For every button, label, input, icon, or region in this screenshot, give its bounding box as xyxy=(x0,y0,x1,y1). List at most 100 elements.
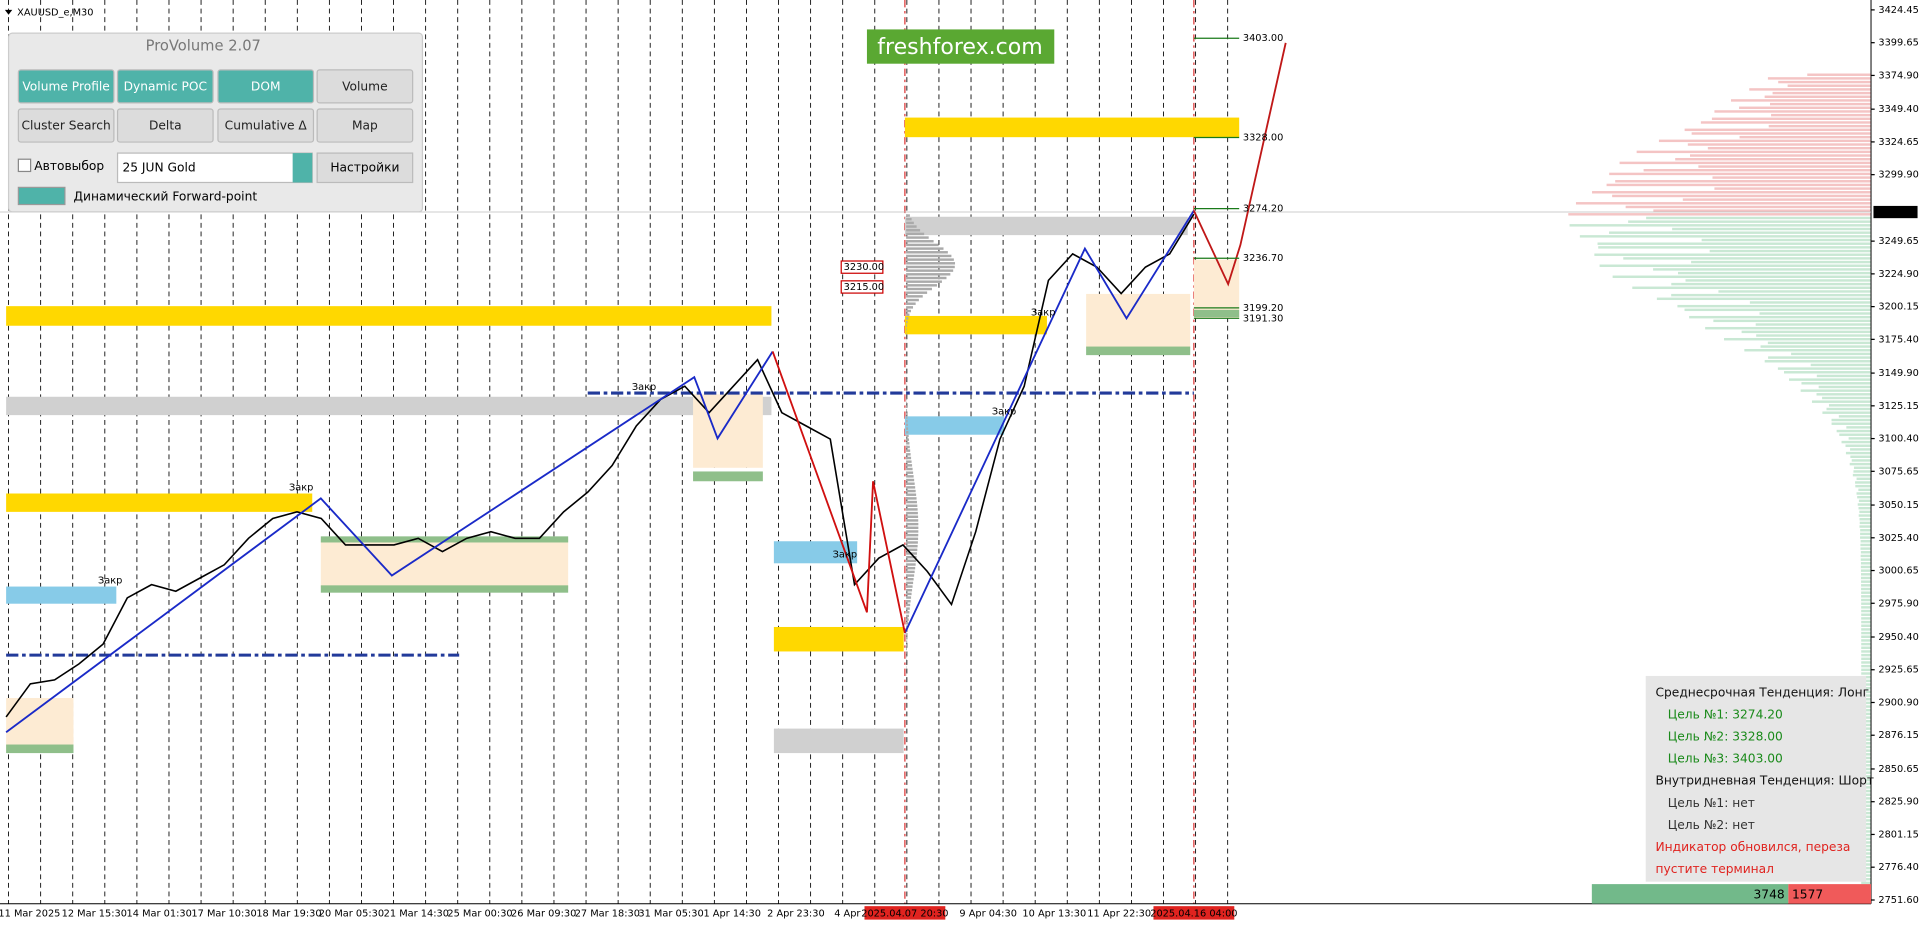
x-tick-label: 10 Apr 13:30 xyxy=(1022,909,1086,920)
local-profile xyxy=(906,280,942,283)
button-label[interactable]: Cumulative Δ xyxy=(225,119,308,133)
y-tick-label: 2975.90 xyxy=(1878,598,1918,609)
profile-bar xyxy=(1846,426,1872,429)
profile-bar xyxy=(1861,617,1872,620)
local-profile xyxy=(906,291,928,294)
button-label[interactable]: Volume Profile xyxy=(22,79,109,93)
profile-bar xyxy=(1609,172,1872,176)
panel-button[interactable] xyxy=(17,108,115,143)
profile-bar xyxy=(1861,639,1872,642)
panel-button[interactable] xyxy=(316,69,414,104)
profile-bar xyxy=(1675,157,1872,161)
local-profile xyxy=(906,589,913,592)
profile-bar xyxy=(1839,433,1872,436)
profile-bar xyxy=(1853,470,1872,473)
profile-bar xyxy=(1807,73,1872,76)
settings-label[interactable]: Настройки xyxy=(330,160,399,174)
profile-bar xyxy=(1597,242,1872,245)
profile-bar xyxy=(1861,620,1872,624)
close-mark: Закр xyxy=(992,406,1016,417)
zone xyxy=(773,728,904,754)
profile-bar xyxy=(1691,132,1872,135)
y-tick-label: 3324.65 xyxy=(1878,137,1918,148)
x-tick-label: 11 Mar 2025 xyxy=(0,909,60,920)
profile-bar xyxy=(1861,584,1872,587)
panel-button[interactable] xyxy=(116,69,214,104)
local-profile xyxy=(906,500,917,504)
profile-bar xyxy=(1859,525,1872,528)
profile-bar xyxy=(1623,257,1872,260)
profile-bar xyxy=(1764,95,1872,98)
profile-bar xyxy=(1789,378,1872,381)
local-profile xyxy=(906,254,952,258)
zigzag xyxy=(5,350,774,734)
panel-button[interactable] xyxy=(17,69,115,104)
local-profile xyxy=(906,273,951,276)
info-line: Среднесрочная Тенденция: Лонг xyxy=(1656,686,1870,700)
symbol: XAUUSD_e,M30 xyxy=(17,7,93,18)
profile-bar xyxy=(1858,514,1872,517)
profile-bar xyxy=(1714,110,1872,113)
profile-bar xyxy=(1855,484,1872,488)
panel-button[interactable] xyxy=(316,108,414,143)
zone xyxy=(1086,293,1191,348)
toggle[interactable] xyxy=(17,186,66,206)
local-profile xyxy=(906,515,919,518)
settings-button[interactable] xyxy=(316,152,414,184)
local-profile xyxy=(906,232,925,236)
profile-bar xyxy=(1714,187,1872,190)
checkbox[interactable] xyxy=(17,158,32,173)
profile-bar xyxy=(1787,84,1872,87)
y-tick-label: 2876.15 xyxy=(1878,730,1918,741)
profile-bar xyxy=(1684,128,1872,132)
local-profile xyxy=(906,655,907,658)
y-tick-label: 3025.40 xyxy=(1878,533,1918,544)
dropdown-arrow[interactable] xyxy=(292,153,313,183)
button-label[interactable]: Delta xyxy=(149,119,182,133)
profile-bar xyxy=(1671,293,1872,297)
profile-bar xyxy=(1836,429,1872,433)
x-label-bg xyxy=(864,906,946,920)
button-label[interactable]: DOM xyxy=(251,79,281,93)
x-tick-label: 2025.04.16 04:00 xyxy=(1150,909,1237,920)
close-mark: Закр xyxy=(98,575,122,586)
button-label[interactable]: Dynamic POC xyxy=(124,79,207,93)
profile-bar xyxy=(1845,451,1872,455)
profile-bar xyxy=(1612,275,1872,278)
panel-button[interactable] xyxy=(116,108,214,143)
zone xyxy=(1193,259,1240,319)
profile-bar xyxy=(1772,91,1872,95)
local-profile xyxy=(906,511,918,515)
profile-bar xyxy=(1861,624,1872,627)
profile-bar xyxy=(1569,224,1872,227)
profile-bar xyxy=(1625,205,1872,209)
profile-bar xyxy=(1860,547,1872,550)
x-tick-label: 21 Mar 14:30 xyxy=(384,909,449,920)
dropdown-value[interactable]: 25 JUN Gold xyxy=(122,160,195,174)
profile-bar xyxy=(1860,558,1872,561)
button-label[interactable]: Volume xyxy=(342,79,388,93)
profile-bar xyxy=(1851,459,1872,462)
profile-bar xyxy=(1689,154,1872,157)
y-tick-label: 3200.15 xyxy=(1878,302,1918,313)
panel-button[interactable] xyxy=(217,108,315,143)
zone xyxy=(773,541,858,564)
profile-bar xyxy=(1860,554,1872,558)
x-tick-label: 26 Mar 09:30 xyxy=(511,909,576,920)
profile-bar xyxy=(1730,99,1872,102)
zone xyxy=(6,306,772,326)
x-tick-label: 4 Apr xyxy=(834,909,861,920)
dropdown[interactable] xyxy=(116,152,313,184)
button-label[interactable]: Cluster Search xyxy=(21,119,110,133)
panel-button[interactable] xyxy=(217,69,315,104)
button-label[interactable]: Map xyxy=(352,119,378,133)
local-profile xyxy=(906,265,955,269)
profile-bar xyxy=(1784,371,1872,374)
profile-bar xyxy=(1741,330,1872,334)
local-profile xyxy=(906,504,918,507)
local-profile xyxy=(906,309,911,313)
profile-bar xyxy=(1855,481,1872,484)
profile-bar xyxy=(1850,455,1872,458)
y-tick-label: 2801.15 xyxy=(1878,829,1918,840)
profile-bar xyxy=(1759,312,1872,315)
